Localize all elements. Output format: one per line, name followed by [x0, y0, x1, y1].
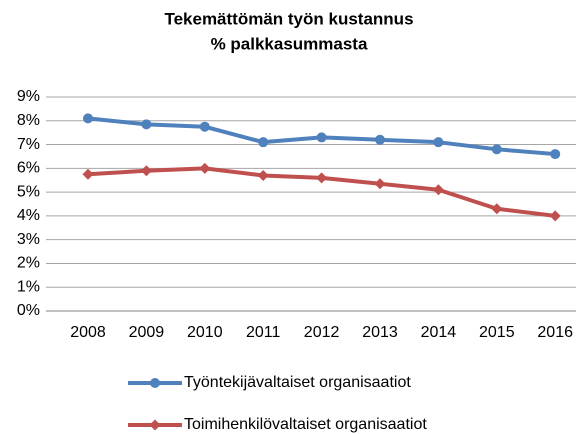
data-point: [316, 172, 328, 184]
x-tick-label: 2009: [129, 324, 165, 341]
x-tick-label: 2013: [362, 324, 398, 341]
data-point: [199, 121, 210, 132]
x-tick-label: 2012: [304, 324, 340, 341]
chart-subtitle: % palkkasummasta: [211, 34, 368, 53]
data-point: [433, 137, 444, 148]
data-point: [550, 149, 561, 160]
data-point: [258, 137, 269, 148]
data-point: [432, 184, 444, 196]
y-tick-label: 2%: [17, 255, 40, 272]
y-tick-label: 3%: [17, 231, 40, 248]
legend-label: Toimihenkilövaltaiset organisaatiot: [184, 416, 427, 433]
legend-marker: [150, 378, 160, 388]
x-tick-label: 2008: [70, 324, 106, 341]
y-tick-label: 7%: [17, 136, 40, 153]
x-tick-label: 2014: [421, 324, 457, 341]
legend-marker: [149, 419, 161, 431]
y-tick-label: 0%: [17, 302, 40, 319]
data-point: [257, 169, 269, 181]
y-tick-label: 9%: [17, 88, 40, 105]
y-tick-label: 6%: [17, 160, 40, 177]
x-tick-label: 2010: [187, 324, 223, 341]
chart-title: Tekemättömän työn kustannus: [164, 9, 413, 28]
data-point: [83, 113, 93, 124]
x-tick-label: 2011: [246, 324, 281, 341]
legend-label: Työntekijävaltaiset organisaatiot: [184, 374, 411, 391]
data-point: [141, 119, 152, 130]
data-point: [199, 162, 211, 174]
x-tick-label: 2015: [479, 324, 515, 341]
data-point: [140, 165, 152, 177]
data-point: [316, 132, 327, 143]
data-point: [374, 178, 386, 190]
data-point: [491, 203, 503, 215]
data-point: [549, 210, 561, 222]
y-tick-label: 5%: [17, 183, 40, 200]
y-tick-label: 1%: [17, 278, 40, 295]
data-point: [491, 144, 502, 155]
data-point: [82, 168, 94, 180]
data-point: [375, 134, 385, 145]
x-tick-label: 2016: [537, 324, 573, 341]
y-tick-label: 8%: [17, 112, 40, 129]
y-tick-label: 4%: [17, 207, 40, 224]
